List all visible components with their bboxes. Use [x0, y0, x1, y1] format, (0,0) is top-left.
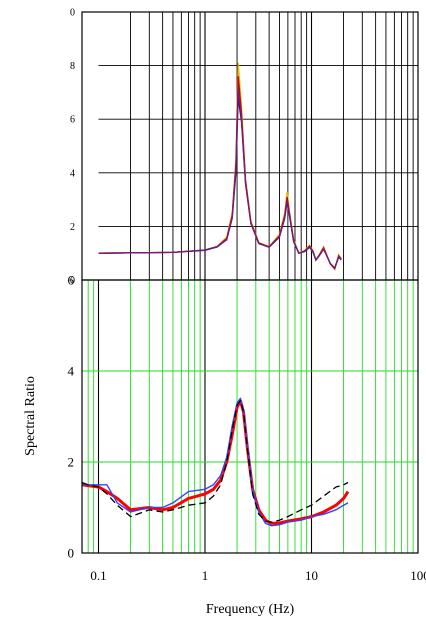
bottom-plot-frame	[81, 279, 419, 554]
bottom-y-tick-label-2: 4	[68, 364, 75, 379]
bottom-x-tick-labels: 0.1 1 10 100	[90, 568, 426, 583]
bottom-y-tick-label-0: 0	[68, 546, 75, 561]
top-y-tick-label-0: 0	[70, 276, 75, 287]
bottom-lines	[81, 397, 350, 527]
y-axis-label: Spectral Ratio	[23, 376, 38, 456]
top-lines	[98, 62, 342, 271]
bottom-panel: 0.1 1 10 100 0 2 4 6 Frequency (Hz) Spectral R…	[23, 273, 426, 618]
top-grid	[98, 11, 418, 281]
bottom-series-line-0	[81, 399, 350, 525]
top-y-tick-label-4: 8	[70, 61, 75, 72]
top-y-tick-labels: 0 2 4 6 8 0	[70, 8, 75, 287]
bottom-x-tick-label-1: 1	[202, 568, 209, 583]
bottom-y-tick-labels: 0 2 4 6	[68, 273, 75, 561]
bottom-y-tick-label-1: 2	[68, 455, 75, 470]
top-y-tick-label-3: 6	[70, 115, 75, 126]
top-series-line-3	[98, 86, 342, 270]
top-plot-frame	[81, 11, 419, 281]
bottom-x-tick-label-3: 100	[410, 568, 426, 583]
x-axis-label: Frequency (Hz)	[206, 602, 295, 617]
bottom-x-tick-label-2: 10	[305, 568, 318, 583]
top-series-line-0	[98, 62, 342, 271]
top-y-tick-label-5: 0	[70, 8, 75, 19]
bottom-grid	[82, 279, 418, 554]
top-panel: 0 2 4 6 8 0	[70, 8, 419, 287]
bottom-series-line-2	[81, 399, 349, 523]
bottom-series-line-1	[82, 397, 349, 527]
top-y-tick-label-2: 4	[70, 168, 75, 179]
top-series-line-2	[98, 97, 342, 270]
bottom-x-tick-label-0: 0.1	[90, 568, 106, 583]
top-y-tick-label-1: 2	[70, 222, 75, 233]
bottom-y-tick-label-3: 6	[68, 273, 75, 288]
